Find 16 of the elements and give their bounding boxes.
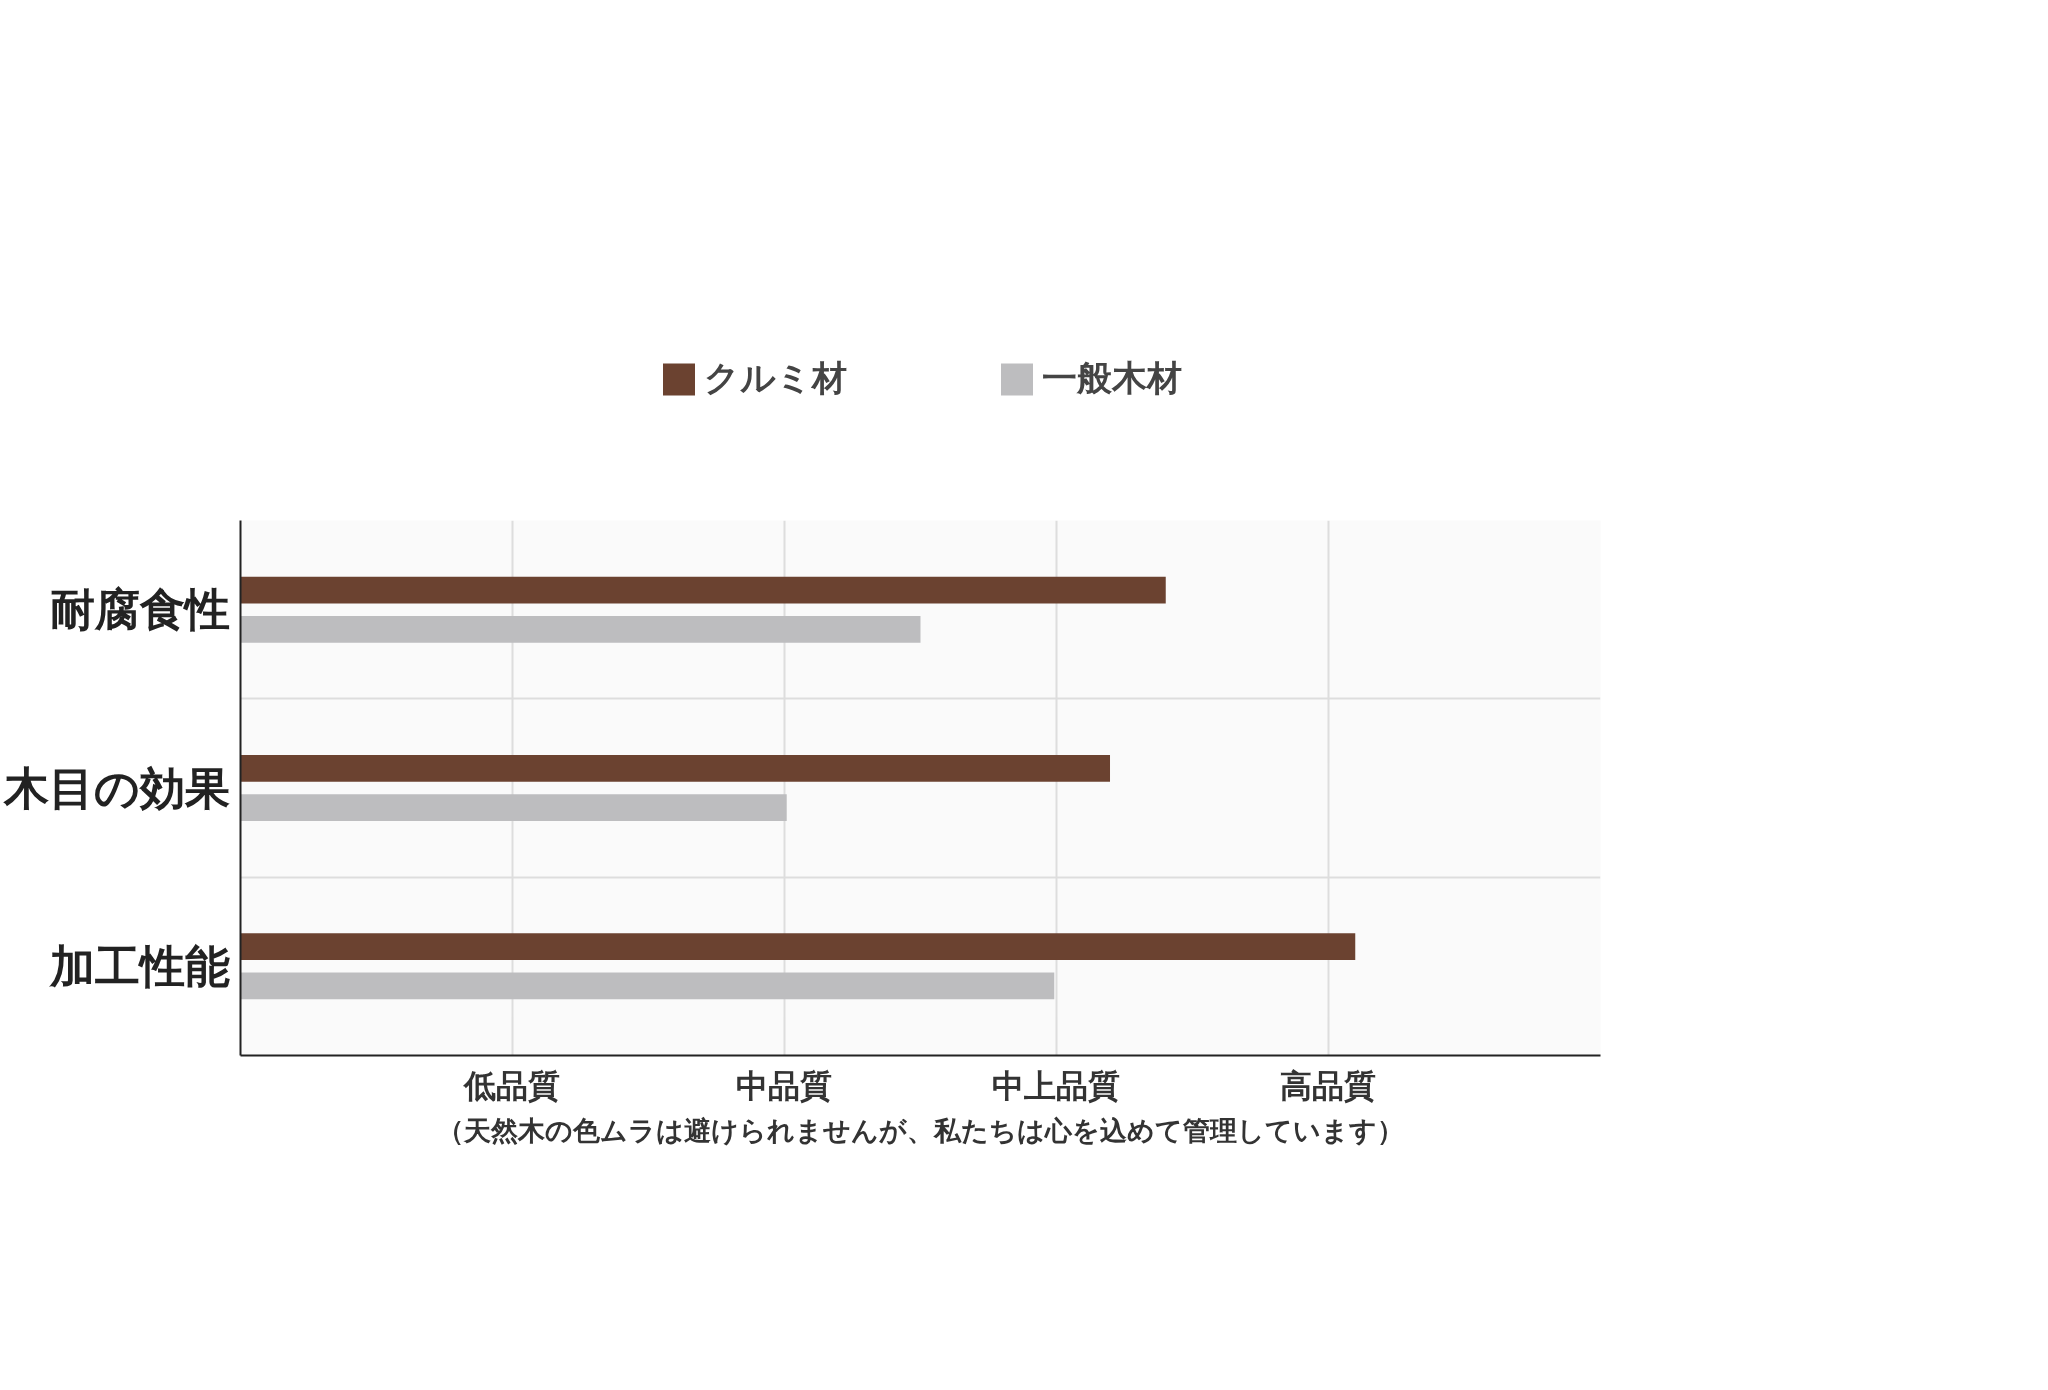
bar — [240, 615, 921, 643]
y-tick-label: 木目の効果 — [2, 761, 230, 815]
y-tick-label: 耐腐食性 — [49, 583, 230, 637]
legend-label: 一般木材 — [1041, 356, 1182, 400]
text: （天然木の色ムラは避けられませんが、私たちは心を込めて管理しています） — [437, 1114, 1404, 1146]
text: 高品質 — [1280, 1066, 1377, 1105]
bar — [240, 794, 787, 821]
bar — [240, 576, 1166, 604]
legend-label: クルミ材 — [703, 356, 847, 400]
text: 低品質 — [462, 1066, 561, 1105]
text: 中上品質 — [992, 1066, 1121, 1105]
bar — [240, 972, 1055, 1000]
y-tick-label: 加工性能 — [47, 939, 230, 993]
bar — [240, 755, 1111, 782]
text: 中品質 — [736, 1066, 833, 1105]
bar — [240, 933, 1356, 961]
